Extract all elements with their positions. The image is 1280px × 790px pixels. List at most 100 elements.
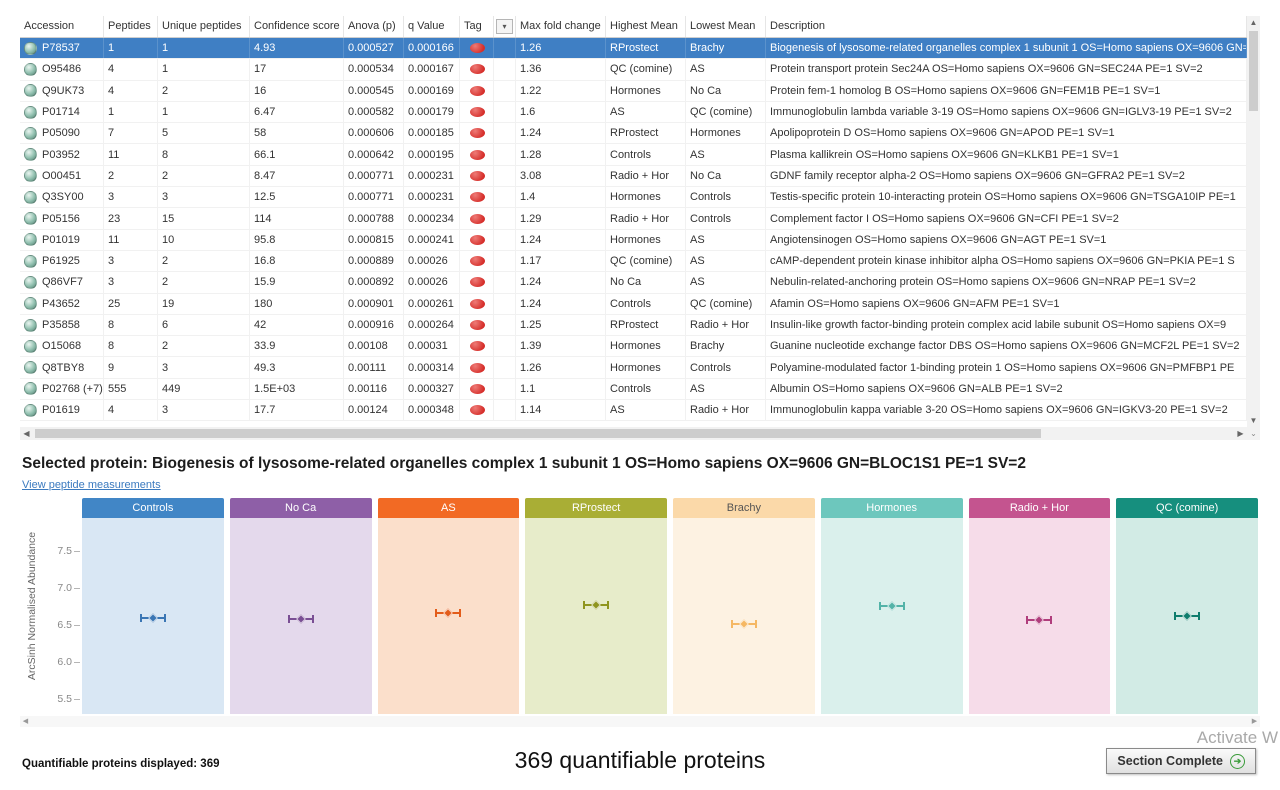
table-row[interactable]: O150688233.90.001080.000311.39HormonesBr… xyxy=(20,336,1247,357)
chart-scroll-left-icon[interactable]: ◀ xyxy=(20,716,31,727)
red-tag-icon[interactable] xyxy=(470,405,485,415)
accession-cell: O95486 xyxy=(20,59,104,79)
table-vertical-scrollbar[interactable]: ▲ ▼ xyxy=(1247,16,1260,427)
horizontal-scroll-thumb[interactable] xyxy=(35,429,1041,438)
chart-group-header[interactable]: Radio + Hor xyxy=(969,498,1111,518)
highest-mean-cell: AS xyxy=(606,400,686,420)
chart-group-body[interactable] xyxy=(378,518,520,714)
table-horizontal-scrollbar[interactable]: ◀ ▶ xyxy=(20,427,1247,440)
protein-table-panel: Accession Peptides Unique peptides Confi… xyxy=(20,16,1260,440)
anova-p-cell: 0.000892 xyxy=(344,272,404,292)
y-tick-mark xyxy=(74,699,80,700)
table-row[interactable]: Q86VF73215.90.0008920.000261.24No CaASNe… xyxy=(20,272,1247,293)
red-tag-icon[interactable] xyxy=(470,299,485,309)
table-row[interactable]: P78537114.930.0005270.0001661.26RProstec… xyxy=(20,38,1247,59)
chart-group-header[interactable]: RProstect xyxy=(525,498,667,518)
view-peptide-measurements-link[interactable]: View peptide measurements xyxy=(22,479,161,491)
chart-scroll-right-icon[interactable]: ▶ xyxy=(1249,716,1260,727)
vertical-scroll-thumb[interactable] xyxy=(1249,31,1258,111)
column-header-description[interactable]: Description xyxy=(766,16,1247,37)
red-tag-icon[interactable] xyxy=(470,86,485,96)
highest-mean-cell: RProstect xyxy=(606,123,686,143)
table-row[interactable]: P619253216.80.0008890.000261.17QC (comin… xyxy=(20,251,1247,272)
chart-group-body[interactable] xyxy=(82,518,224,714)
chart-group-header[interactable]: AS xyxy=(378,498,520,518)
description-cell: GDNF family receptor alpha-2 OS=Homo sap… xyxy=(766,166,1247,186)
red-tag-icon[interactable] xyxy=(470,277,485,287)
red-tag-icon[interactable] xyxy=(470,107,485,117)
red-tag-icon[interactable] xyxy=(470,320,485,330)
table-row[interactable]: P02768 (+7)5554491.5E+030.001160.0003271… xyxy=(20,379,1247,400)
protein-icon xyxy=(24,148,37,161)
column-header-q-value[interactable]: q Value xyxy=(404,16,460,37)
chart-group-header[interactable]: Brachy xyxy=(673,498,815,518)
chart-group-header[interactable]: Controls xyxy=(82,498,224,518)
highest-mean-cell: Controls xyxy=(606,144,686,164)
tag-filter-dropdown[interactable]: ▾ xyxy=(494,16,516,37)
table-row[interactable]: O9548641170.0005340.0001671.36QC (comine… xyxy=(20,59,1247,80)
red-tag-icon[interactable] xyxy=(470,341,485,351)
chart-horizontal-scrollbar[interactable]: ◀ ▶ xyxy=(20,716,1260,727)
scroll-left-icon[interactable]: ◀ xyxy=(20,427,33,440)
tag-spacer-cell xyxy=(494,123,516,143)
table-row[interactable]: Q3SY003312.50.0007710.0002311.4HormonesC… xyxy=(20,187,1247,208)
red-tag-icon[interactable] xyxy=(470,43,485,53)
column-header-anova-p[interactable]: Anova (p) xyxy=(344,16,404,37)
chart-group-body[interactable] xyxy=(230,518,372,714)
red-tag-icon[interactable] xyxy=(470,128,485,138)
table-row[interactable]: P01714116.470.0005820.0001791.6ASQC (com… xyxy=(20,102,1247,123)
table-row[interactable]: P0509075580.0006060.0001851.24RProstectH… xyxy=(20,123,1247,144)
table-row[interactable]: P016194317.70.001240.0003481.14ASRadio +… xyxy=(20,400,1247,421)
section-complete-button[interactable]: Section Complete ➔ xyxy=(1106,748,1256,774)
column-header-max-fold-change[interactable]: Max fold change xyxy=(516,16,606,37)
accession-cell: Q8TBY8 xyxy=(20,357,104,377)
abundance-marker xyxy=(433,607,463,619)
column-header-tag[interactable]: Tag xyxy=(460,16,494,37)
scroll-down-icon[interactable]: ▼ xyxy=(1247,414,1260,427)
table-row[interactable]: P4365225191800.0009010.0002611.24Control… xyxy=(20,294,1247,315)
red-tag-icon[interactable] xyxy=(470,363,485,373)
scroll-right-icon[interactable]: ▶ xyxy=(1234,427,1247,440)
column-header-unique-peptides[interactable]: Unique peptides xyxy=(158,16,250,37)
chart-group-body[interactable] xyxy=(525,518,667,714)
column-header-peptides[interactable]: Peptides xyxy=(104,16,158,37)
table-row[interactable]: P0515623151140.0007880.0002341.29Radio +… xyxy=(20,208,1247,229)
lowest-mean-cell: AS xyxy=(686,144,766,164)
chart-group-header[interactable]: QC (comine) xyxy=(1116,498,1258,518)
red-tag-icon[interactable] xyxy=(470,214,485,224)
red-tag-icon[interactable] xyxy=(470,384,485,394)
table-row[interactable]: P0395211866.10.0006420.0001951.28Control… xyxy=(20,144,1247,165)
abundance-marker xyxy=(729,618,759,630)
chart-group-body[interactable] xyxy=(1116,518,1258,714)
table-row[interactable]: P01019111095.80.0008150.0002411.24Hormon… xyxy=(20,230,1247,251)
unique-peptides-cell: 19 xyxy=(158,294,250,314)
tag-cell xyxy=(460,81,494,101)
red-tag-icon[interactable] xyxy=(470,64,485,74)
anova-p-cell: 0.000527 xyxy=(344,38,404,58)
highest-mean-cell: AS xyxy=(606,102,686,122)
tag-spacer-cell xyxy=(494,272,516,292)
chart-group-no-ca: No Ca xyxy=(230,498,372,714)
table-row[interactable]: P3585886420.0009160.0002641.25RProstectR… xyxy=(20,315,1247,336)
description-cell: Plasma kallikrein OS=Homo sapiens OX=960… xyxy=(766,144,1247,164)
table-row[interactable]: Q8TBY89349.30.001110.0003141.26HormonesC… xyxy=(20,357,1247,378)
red-tag-icon[interactable] xyxy=(470,235,485,245)
chart-group-header[interactable]: No Ca xyxy=(230,498,372,518)
column-header-accession[interactable]: Accession xyxy=(20,16,104,37)
table-row[interactable]: O00451228.470.0007710.0002313.08Radio + … xyxy=(20,166,1247,187)
column-header-highest-mean[interactable]: Highest Mean xyxy=(606,16,686,37)
chart-group-body[interactable] xyxy=(821,518,963,714)
chart-group-body[interactable] xyxy=(969,518,1111,714)
scroll-up-icon[interactable]: ▲ xyxy=(1247,16,1260,29)
red-tag-icon[interactable] xyxy=(470,171,485,181)
red-tag-icon[interactable] xyxy=(470,150,485,160)
column-header-confidence-score[interactable]: Confidence score xyxy=(250,16,344,37)
column-header-lowest-mean[interactable]: Lowest Mean xyxy=(686,16,766,37)
confidence-score-cell: 16.8 xyxy=(250,251,344,271)
red-tag-icon[interactable] xyxy=(470,256,485,266)
chart-group-body[interactable] xyxy=(673,518,815,714)
table-row[interactable]: Q9UK7342160.0005450.0001691.22HormonesNo… xyxy=(20,81,1247,102)
peptides-cell: 11 xyxy=(104,144,158,164)
chart-group-header[interactable]: Hormones xyxy=(821,498,963,518)
red-tag-icon[interactable] xyxy=(470,192,485,202)
